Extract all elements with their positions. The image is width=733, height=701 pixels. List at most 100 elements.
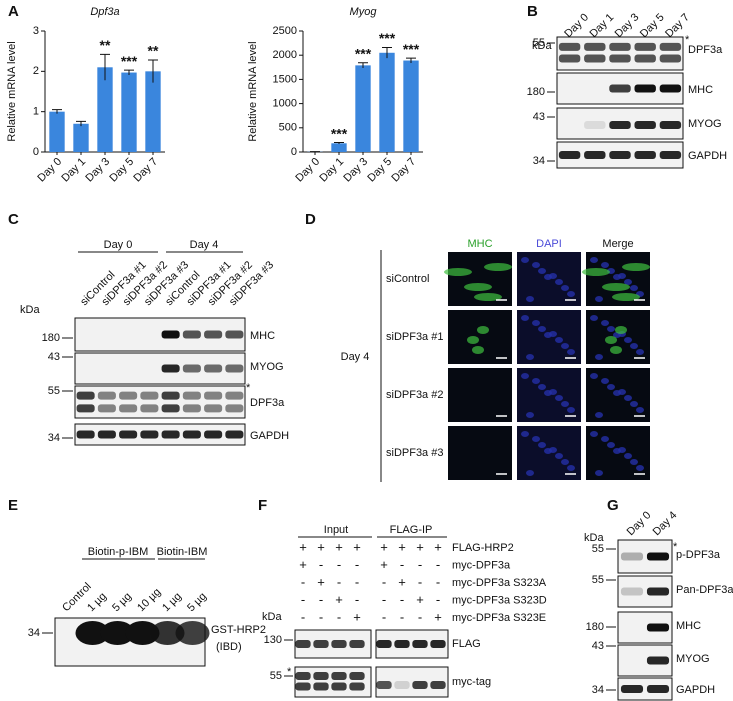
side-label: Day 4 <box>341 351 370 363</box>
bar <box>379 52 395 152</box>
sign: - <box>355 592 359 607</box>
marker-label: 43 <box>48 351 60 363</box>
sign: - <box>337 574 341 589</box>
sign: - <box>355 574 359 589</box>
blot-band <box>182 404 201 413</box>
blot-band <box>584 151 606 159</box>
nucleus <box>618 447 626 453</box>
blot-band <box>558 42 581 51</box>
blot-band <box>659 54 682 63</box>
blot-label: MYOG <box>250 361 284 373</box>
y-tick-label: 0 <box>291 146 297 158</box>
significance-label: ** <box>100 37 111 53</box>
marker-label: 55 <box>48 385 60 397</box>
blot-band <box>584 42 606 51</box>
sign: - <box>301 609 305 624</box>
blot-band <box>97 391 116 400</box>
blot-band <box>140 430 159 439</box>
marker-label: 34 <box>533 155 545 167</box>
nucleus <box>521 315 529 321</box>
panel-label: B <box>527 3 538 20</box>
nucleus <box>526 470 534 476</box>
sign: - <box>337 557 341 572</box>
asterisk: * <box>287 666 292 678</box>
sign: - <box>337 609 341 624</box>
nucleus <box>538 326 546 332</box>
blot-band <box>609 121 631 130</box>
lane-label: 10 µg <box>135 586 163 614</box>
kda-label: kDa <box>20 304 40 316</box>
condition-label: myc-DPF3a <box>452 559 511 571</box>
significance-label: *** <box>331 125 348 141</box>
blot-label: DPF3a <box>688 44 723 56</box>
blot-band <box>394 640 410 648</box>
marker-label: 130 <box>264 634 282 646</box>
fiber <box>464 283 492 291</box>
blot <box>617 677 673 701</box>
nucleus <box>567 291 575 297</box>
error-bar <box>124 69 134 75</box>
nucleus <box>601 436 609 442</box>
x-tick-label: Day 3 <box>83 156 112 185</box>
nucleus <box>549 389 557 395</box>
blot-band <box>430 640 446 648</box>
sign: - <box>418 609 422 624</box>
blot-band <box>412 681 428 689</box>
sign: + <box>335 592 343 607</box>
y-tick-label: 1000 <box>273 98 297 110</box>
blot-band <box>182 391 201 400</box>
x-tick-label: Day 1 <box>59 156 88 185</box>
nucleus <box>630 285 638 291</box>
fiber <box>610 346 622 354</box>
blot-label: MHC <box>688 84 713 96</box>
micrograph <box>448 426 512 480</box>
significance-label: *** <box>355 45 372 61</box>
asterisk: * <box>673 541 678 553</box>
bar <box>97 67 113 152</box>
bar <box>403 60 419 152</box>
sign: - <box>436 592 440 607</box>
sign: + <box>380 557 388 572</box>
marker-label: 34 <box>592 684 604 696</box>
kda-label: kDa <box>584 532 604 544</box>
marker-label: 34 <box>48 432 60 444</box>
blot-label: myc-tag <box>452 676 491 688</box>
blot-band <box>412 640 428 648</box>
sign: - <box>436 557 440 572</box>
nucleus <box>526 354 534 360</box>
nucleus <box>595 354 603 360</box>
fiber <box>477 326 489 334</box>
group-label: Biotin-p-IBM <box>88 546 149 558</box>
panel-label: A <box>8 3 19 20</box>
blot-label: p-DPF3a <box>676 549 721 561</box>
panel-label: D <box>305 211 316 228</box>
y-axis-label: Relative mRNA level <box>247 41 259 141</box>
blot-band <box>225 404 244 413</box>
sign: + <box>380 539 388 554</box>
sign: - <box>382 592 386 607</box>
blot-band <box>161 430 180 439</box>
error-bar <box>148 59 158 83</box>
sign: - <box>382 609 386 624</box>
blot-band <box>646 623 670 632</box>
nucleus <box>532 320 540 326</box>
blot-band <box>646 587 670 596</box>
nucleus <box>630 343 638 349</box>
sign: + <box>353 609 361 624</box>
marker-label: 180 <box>527 86 545 98</box>
blot-band <box>646 656 670 665</box>
blot-band <box>609 54 631 63</box>
nucleus <box>590 315 598 321</box>
blot-band <box>394 681 410 689</box>
panel-label: F <box>258 497 267 514</box>
blot-band <box>584 121 606 130</box>
nucleus <box>526 296 534 302</box>
blot-band <box>659 121 682 130</box>
blot-band <box>609 84 631 93</box>
fiber <box>474 293 502 301</box>
nucleus <box>601 320 609 326</box>
sign: + <box>398 539 406 554</box>
nucleus <box>636 349 644 355</box>
blot-band <box>331 672 347 680</box>
fiber <box>444 268 472 276</box>
